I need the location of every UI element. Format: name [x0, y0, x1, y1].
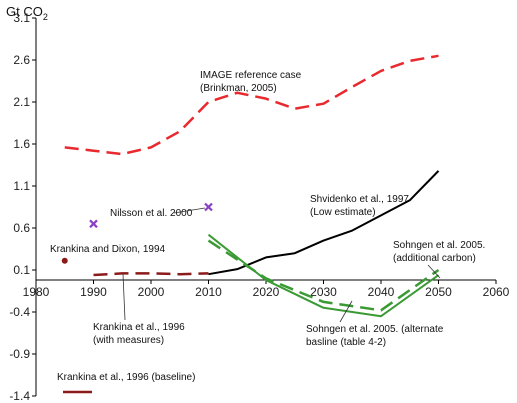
point-marker-1: [61, 257, 68, 264]
x-tick-label: 2020: [253, 285, 280, 299]
series-line-0: [64, 54, 439, 156]
y-tick-label: -1.4: [9, 389, 30, 403]
x-tick-label: 2010: [195, 285, 222, 299]
leader-krankina-measures: [122, 273, 126, 321]
y-tick-label: 2.6: [13, 53, 30, 67]
y-axis-ticks: 3.1 2.6 2.1 1.6 1.1 0.6 0.1 -0.4 -0.9 -1.4: [9, 11, 36, 403]
x-tick-label: 1990: [80, 285, 107, 299]
x-tick-label: 2000: [138, 285, 165, 299]
label-sohngen-alt-line1: Sohngen et al. 2005. (alternate: [306, 324, 444, 335]
leader-sohngen-alt: [339, 300, 353, 323]
label-krankina-measures-line1: Krankina et al., 1996: [93, 322, 185, 333]
label-sohngen-add-line2: (additional carbon): [393, 253, 476, 264]
label-nilsson: Nilsson et al. 2000: [110, 208, 193, 219]
legend: Krankina et al., 1996 (baseline): [57, 372, 195, 394]
label-krankina-dixon: Krankina and Dixon, 1994: [50, 244, 166, 255]
x-axis-ticks: 1980 1990 2000 2010 2020 2030 2040 2050 2060: [23, 280, 510, 299]
x-tick-label: 1980: [23, 285, 50, 299]
x-tick-label: 2030: [310, 285, 337, 299]
y-tick-label: 1.6: [13, 137, 30, 151]
y-tick-label: 2.1: [13, 95, 30, 109]
y-tick-label: -0.4: [9, 305, 30, 319]
point-marker-0: [89, 219, 98, 229]
leader-sohngen-add: [427, 264, 441, 279]
series-line-4: [93, 272, 209, 277]
series-line-3: [207, 233, 440, 318]
label-sohngen-alt-line2: basline (table 4-2): [306, 337, 386, 348]
label-sohngen-add-line1: Sohngen et al. 2005.: [393, 240, 485, 251]
y-tick-label: -0.9: [9, 347, 30, 361]
y-tick-label: 0.1: [13, 263, 30, 277]
label-shvidenko-line1: Shvidenko et al., 1997: [310, 194, 409, 205]
x-tick-label: 2050: [425, 285, 452, 299]
series-layer: [64, 54, 440, 318]
y-tick-label: 0.6: [13, 221, 30, 235]
y-tick-label: 3.1: [13, 11, 30, 25]
x-tick-label: 2060: [483, 285, 510, 299]
label-image-line1: IMAGE reference case: [200, 70, 302, 81]
point-marker-0: [204, 202, 213, 212]
label-shvidenko-line2: (Low estimate): [310, 207, 376, 218]
leader-nilsson: [173, 207, 206, 214]
label-krankina-measures-line2: (with measures): [93, 335, 164, 346]
legend-label-krankina-baseline: Krankina et al., 1996 (baseline): [57, 372, 195, 383]
x-tick-label: 2040: [368, 285, 395, 299]
label-image-line2: (Brinkman, 2005): [200, 83, 277, 94]
y-tick-label: 1.1: [13, 179, 30, 193]
y-axis-unit-label: Gt CO2: [6, 4, 48, 22]
points-layer: [61, 202, 213, 264]
